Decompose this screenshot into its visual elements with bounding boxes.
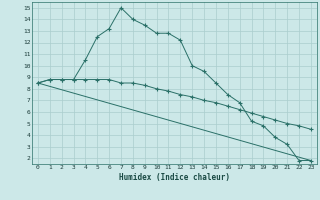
X-axis label: Humidex (Indice chaleur): Humidex (Indice chaleur) <box>119 173 230 182</box>
